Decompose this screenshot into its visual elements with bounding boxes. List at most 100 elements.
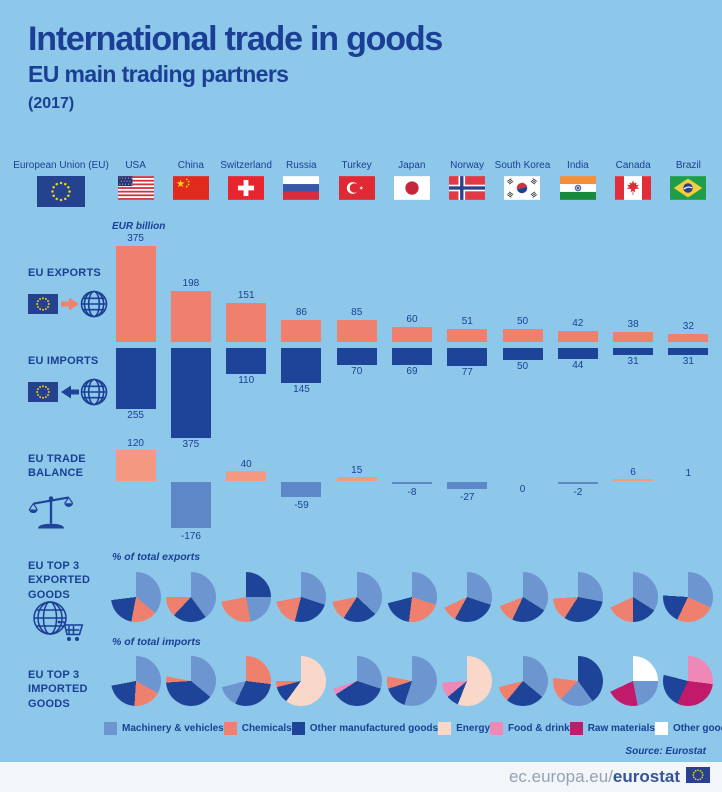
legend-swatch-raw_materials <box>569 722 583 735</box>
imports-row-header: EU IMPORTS <box>14 348 108 460</box>
balance-value-japan: -8 <box>407 487 417 498</box>
export-pie-brazil <box>663 572 714 622</box>
import-bar-cell-south-korea: 50 <box>495 348 550 460</box>
import-bar-usa <box>115 348 156 409</box>
flag-turkey-icon <box>338 176 375 200</box>
import-bar-russia <box>281 348 322 383</box>
export-pie-switzerland <box>221 572 272 622</box>
import-bar-canada <box>613 348 654 355</box>
page-title: International trade in goods <box>28 20 443 58</box>
export-pie-canada <box>608 572 659 622</box>
exports-row-label: EU EXPORTS <box>28 267 101 279</box>
export-pie-cell-brazil <box>661 566 716 628</box>
import-bar-cell-india: 44 <box>550 348 605 460</box>
legend-swatch-energy <box>438 722 452 735</box>
export-bar-cell-switzerland: 151 <box>219 232 274 342</box>
import-bar-cell-russia: 145 <box>274 348 329 460</box>
legend-label-chemicals: Chemicals <box>241 723 292 734</box>
legend-label-raw_materials: Raw materials <box>587 723 655 734</box>
balance-value-china: -176 <box>180 531 201 542</box>
legend-label-energy: Energy <box>456 723 491 734</box>
balance-cell-south-korea: 0 <box>495 432 550 552</box>
import-pie-cell-india <box>550 650 605 712</box>
import-value-norway: 77 <box>461 367 473 378</box>
export-bar-cell-russia: 86 <box>274 232 329 342</box>
export-pie-cell-switzerland <box>219 566 274 628</box>
import-pie-cell-turkey <box>329 650 384 712</box>
footer-url: ec.europa.eu/eurostat <box>508 767 680 786</box>
balance-bar-japan <box>391 482 432 484</box>
import-value-japan: 69 <box>406 366 418 377</box>
flag-brazil-icon <box>670 176 707 200</box>
export-bar-turkey <box>336 320 377 342</box>
partner-label-brazil: Brazil <box>675 160 701 171</box>
import-bar-switzerland <box>226 348 267 374</box>
import-pie-cell-russia <box>274 650 329 712</box>
export-bar-china <box>170 291 211 342</box>
export-value-turkey: 85 <box>351 307 363 318</box>
balance-cell-canada: 6 <box>605 432 660 552</box>
imports-pies-caption: % of total imports <box>112 636 201 648</box>
partner-label-canada: Canada <box>615 160 651 171</box>
balance-value-brazil: 1 <box>685 468 692 479</box>
top-imports-row-label: EU TOP 3 IMPORTED GOODS <box>28 669 88 710</box>
import-bar-china <box>170 348 211 438</box>
partner-cell-south-korea: South Korea <box>495 161 550 213</box>
import-bar-cell-japan: 69 <box>384 348 439 460</box>
export-value-china: 198 <box>182 278 200 289</box>
export-pie-cell-japan <box>384 566 439 628</box>
import-pie-canada <box>608 656 659 706</box>
export-pie-turkey <box>331 572 382 622</box>
export-bar-cell-brazil: 32 <box>661 232 716 342</box>
partner-cell-canada: Canada <box>606 161 661 213</box>
export-bar-canada <box>613 332 654 342</box>
legend-swatch-food_drink <box>490 722 504 735</box>
import-bar-cell-norway: 77 <box>440 348 495 460</box>
export-pie-usa <box>110 572 161 622</box>
partner-label-turkey: Turkey <box>341 160 372 171</box>
balance-cell-brazil: 1 <box>661 432 716 552</box>
import-value-india: 44 <box>572 360 584 371</box>
export-bar-switzerland <box>226 303 267 342</box>
partner-cell-japan: Japan <box>384 161 439 213</box>
legend-item-machinery-vehicles: Machinery & vehicles <box>104 722 224 735</box>
balance-cell-china: -176 <box>163 432 218 552</box>
import-pie-turkey <box>331 656 382 706</box>
export-bar-south-korea <box>502 329 543 342</box>
exports-pies-caption: % of total exports <box>112 551 201 563</box>
flag-india-icon <box>559 176 596 200</box>
export-bar-usa <box>115 246 156 342</box>
eu-imports-icon <box>28 377 114 416</box>
import-pie-russia <box>276 656 327 706</box>
export-pie-india <box>552 572 603 622</box>
partner-cell-norway: Norway <box>439 161 494 213</box>
balance-bar-switzerland <box>226 471 267 481</box>
export-bar-cell-japan: 60 <box>384 232 439 342</box>
balance-bar-china <box>170 482 211 528</box>
import-value-china: 375 <box>182 439 200 450</box>
partner-cell-russia: Russia <box>274 161 329 213</box>
eu-exports-icon <box>28 289 114 328</box>
export-pie-cell-turkey <box>329 566 384 628</box>
import-bar-cell-china: 375 <box>163 348 218 460</box>
export-bar-cell-india: 42 <box>550 232 605 342</box>
import-pie-cell-brazil <box>661 650 716 712</box>
export-pie-cell-norway <box>440 566 495 628</box>
partner-cell-usa: USA <box>108 161 163 213</box>
export-bar-india <box>557 331 598 342</box>
legend-swatch-machinery <box>104 722 117 735</box>
balance-bar-india <box>557 482 598 484</box>
flags-row: European Union (EU) USA China Switzerlan… <box>13 160 716 213</box>
import-pie-india <box>552 656 603 706</box>
export-bar-russia <box>281 320 322 342</box>
balance-bar-russia <box>281 482 322 497</box>
export-pie-south-korea <box>497 572 548 622</box>
export-value-usa: 375 <box>127 233 144 244</box>
export-value-switzerland: 151 <box>237 290 255 301</box>
partner-label-india: India <box>567 160 589 171</box>
import-bar-cell-canada: 31 <box>605 348 660 460</box>
partner-cell-brazil: Brazil <box>661 161 716 213</box>
import-pie-south-korea <box>497 656 548 706</box>
export-value-russia: 86 <box>295 307 307 318</box>
year-label: (2017) <box>28 94 75 112</box>
